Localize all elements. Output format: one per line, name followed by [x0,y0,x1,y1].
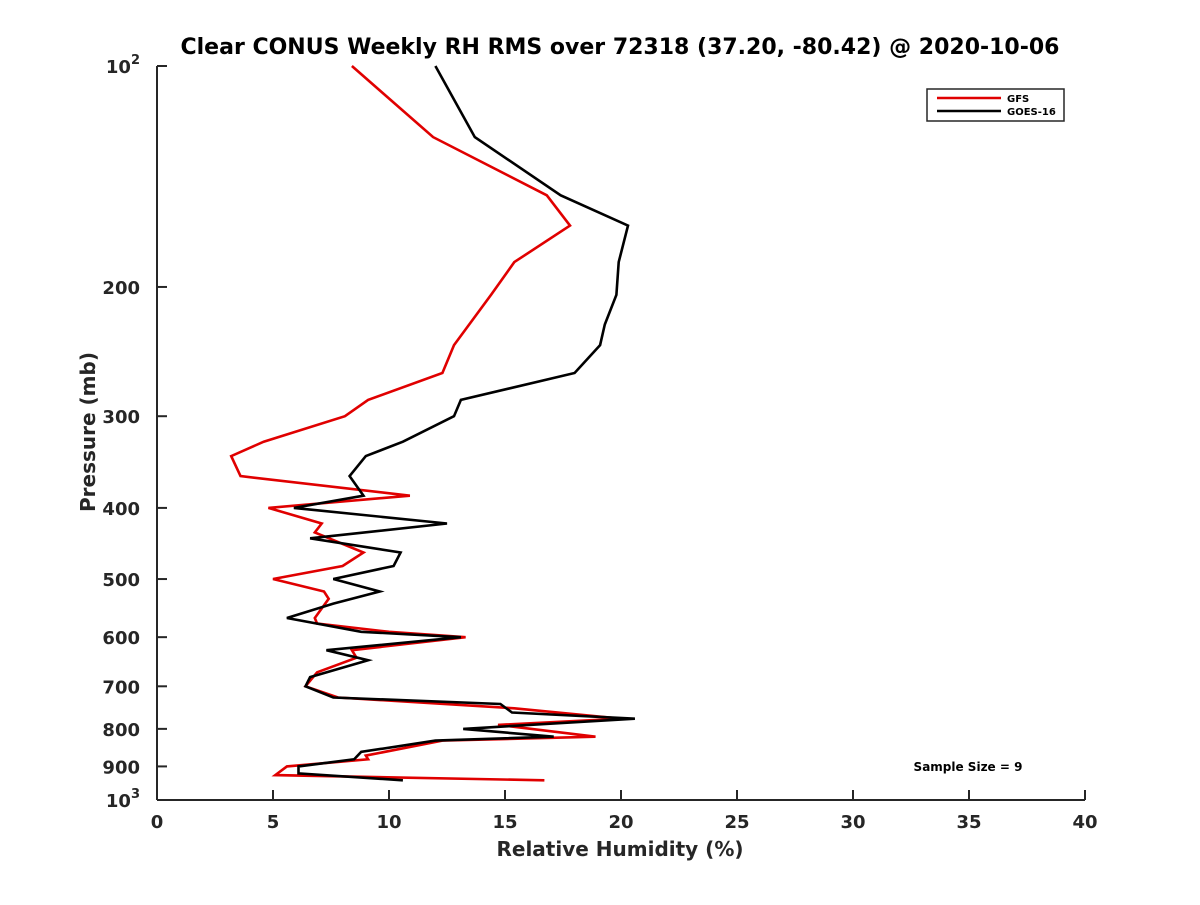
y-tick-label: 102 [106,53,140,78]
x-tick-label: 5 [267,812,280,833]
y-tick-label: 600 [102,628,140,649]
x-axis-title: Relative Humidity (%) [496,837,743,861]
y-tick-label: 300 [102,407,140,428]
y-tick-label: 900 [102,757,140,778]
legend: GFS GOES-16 [926,88,1065,122]
y-tick-label: 500 [102,570,140,591]
x-tick-label: 30 [840,812,865,833]
y-tick-label: 700 [102,677,140,698]
legend-label-goes-16: GOES-16 [1007,107,1056,118]
sample-size-annotation: Sample Size = 9 [914,760,1023,774]
y-tick-label: 103 [106,787,140,812]
x-tick-label: 40 [1072,812,1097,833]
x-tick-label: 25 [724,812,749,833]
y-axis-title: Pressure (mb) [76,352,100,512]
y-tick-label: 800 [102,720,140,741]
legend-label-gfs: GFS [1007,94,1029,105]
series-line-goes-16 [286,65,635,782]
plot-area: 0 5 10 15 20 25 30 35 40 102 200 300 400 500 600 700 800… [102,53,1097,833]
y-tick-label: 400 [102,499,140,520]
chart-title: Clear CONUS Weekly RH RMS over 72318 (37… [181,35,1060,60]
x-tick-label: 20 [608,812,633,833]
x-tick-label: 15 [492,812,517,833]
y-tick-label: 200 [102,278,140,299]
series-line-gfs [229,65,622,782]
legend-box [926,88,1065,122]
x-tick-label: 10 [376,812,401,833]
x-tick-label: 0 [151,812,164,833]
x-tick-label: 35 [956,812,981,833]
